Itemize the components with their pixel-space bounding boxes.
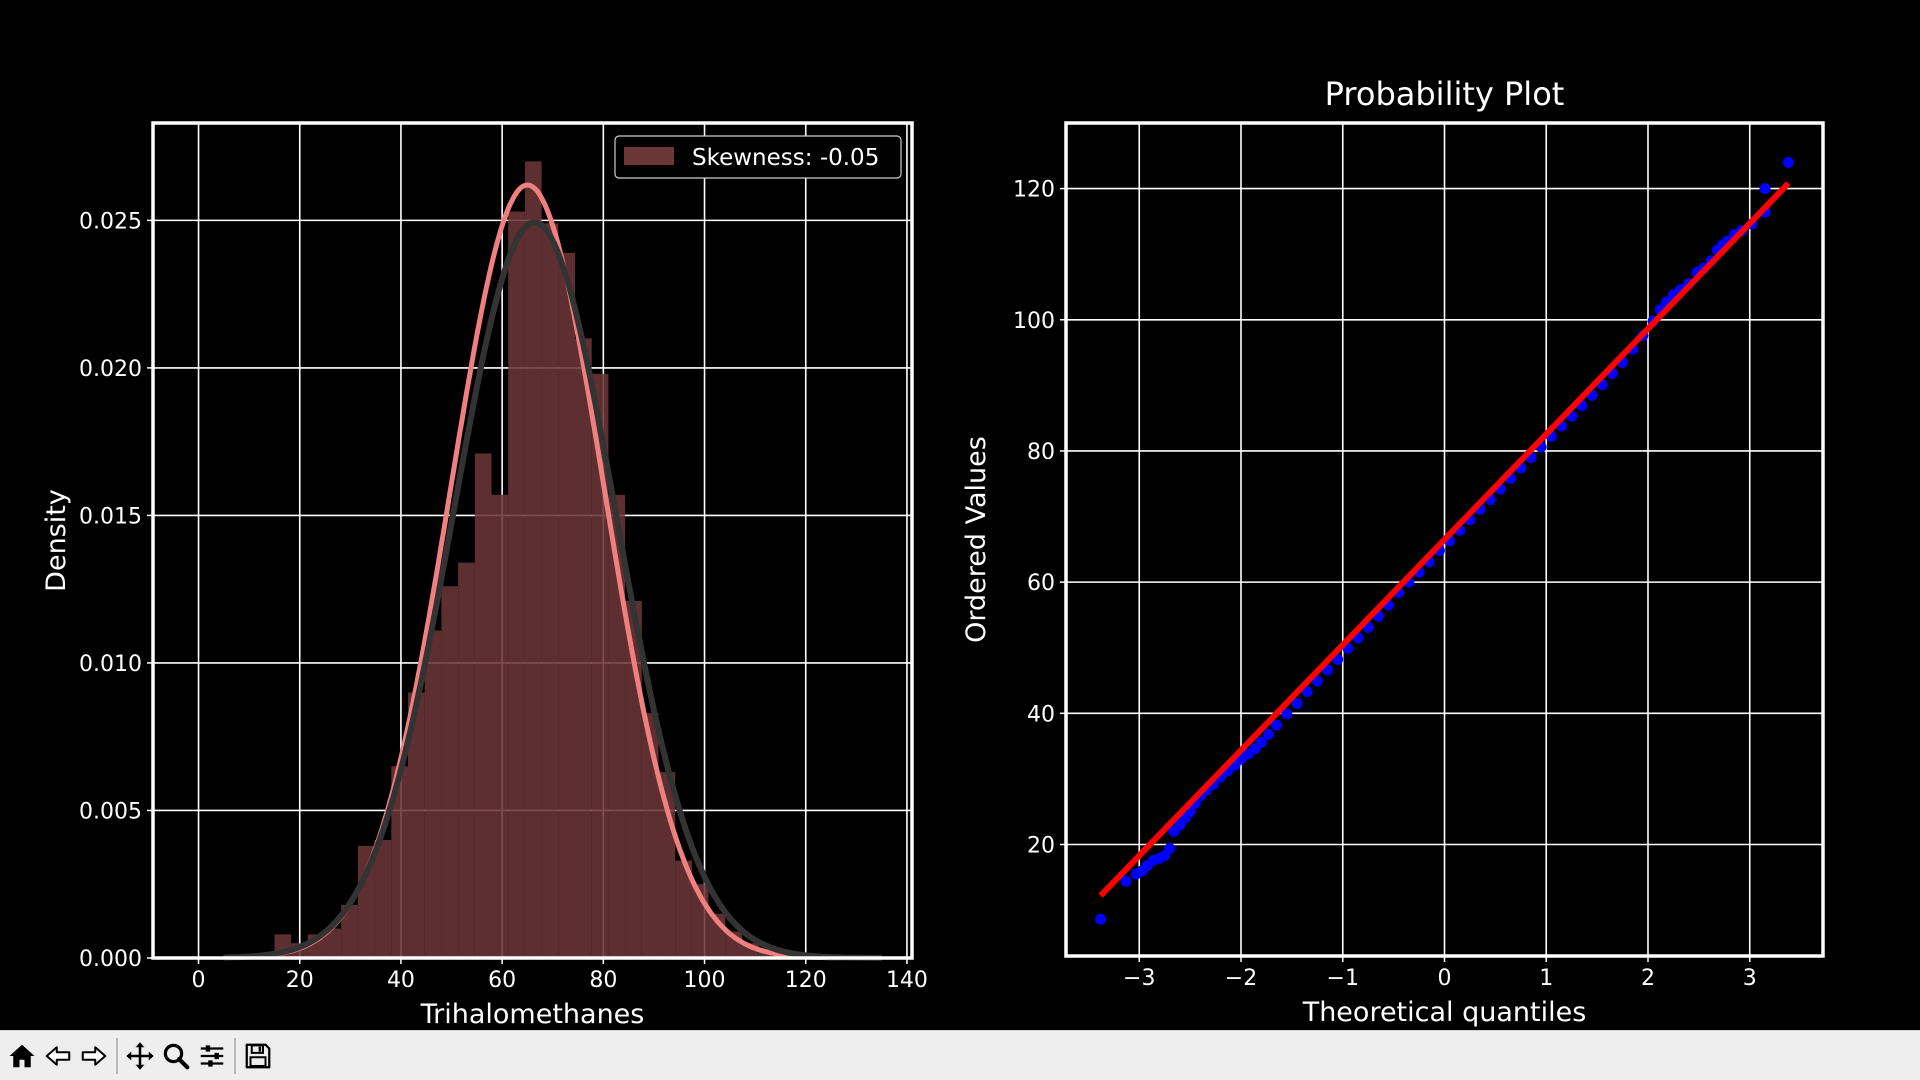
pan-button[interactable] <box>122 1036 158 1076</box>
data-point <box>1759 183 1771 195</box>
navigation-toolbar <box>0 1030 1920 1080</box>
histogram-bar <box>558 252 576 959</box>
y-axis-label: Ordered Values <box>961 436 992 643</box>
histogram-bar <box>508 211 525 959</box>
y-tick-label: 0.020 <box>79 357 142 382</box>
home-button[interactable] <box>4 1036 40 1076</box>
histogram-bar <box>458 562 475 958</box>
magnifier-icon <box>163 1043 190 1069</box>
toolbar-separator <box>116 1037 118 1074</box>
chart-title: Probability Plot <box>1325 75 1565 113</box>
toolbar-separator <box>234 1037 236 1074</box>
probability-plot-chart: −3 −2 −1 0 1 2 3 20 40 60 80 100 120 Theoretical quan… <box>961 75 1825 1028</box>
data-point <box>1291 697 1303 709</box>
histogram-bar <box>391 766 409 958</box>
x-tick-label: 40 <box>387 968 415 993</box>
x-tick-label: 3 <box>1743 966 1757 991</box>
x-tick-label: −1 <box>1327 966 1359 991</box>
histogram-bar <box>324 928 342 958</box>
y-tick-label: 100 <box>1013 309 1055 334</box>
x-tick-label: 80 <box>589 968 617 993</box>
histogram-chart: 0 20 40 60 80 100 120 140 0.000 0.005 0.010 0.015 0.… <box>41 121 928 1030</box>
x-tick-label: 0 <box>1438 966 1452 991</box>
floppy-disk-icon <box>245 1043 271 1068</box>
histogram-bar <box>575 338 592 959</box>
figure-svg: 0 20 40 60 80 100 120 1400.0000.0050.0100.0150.… <box>41 75 1825 1030</box>
x-tick-label: 2 <box>1641 966 1655 991</box>
y-axis-label: Density <box>41 489 72 592</box>
histogram-bar <box>524 161 542 959</box>
save-button[interactable] <box>240 1036 276 1076</box>
data-point <box>1120 875 1132 887</box>
histogram-bar <box>675 860 692 958</box>
back-button[interactable] <box>40 1036 76 1076</box>
histogram-bar <box>474 453 492 958</box>
data-point <box>1311 675 1323 687</box>
histogram-bar <box>374 839 392 958</box>
data-point <box>1255 736 1267 748</box>
histogram-bar <box>424 630 442 958</box>
histogram-bar <box>441 586 459 958</box>
zoom-button[interactable] <box>158 1036 194 1076</box>
histogram-bar <box>357 845 375 958</box>
legend-label: Skewness: -0.05 <box>692 145 879 171</box>
histogram-bar <box>491 494 509 958</box>
y-tick-label: 120 <box>1013 178 1055 203</box>
y-tick-label: 0.025 <box>79 209 142 234</box>
x-tick-label: 60 <box>488 968 516 993</box>
data-point <box>1262 728 1274 740</box>
fit-line <box>1098 181 1791 898</box>
y-tick-label: 80 <box>1027 440 1055 465</box>
histogram-bar <box>408 692 425 958</box>
y-tick-label: 0.000 <box>79 947 142 972</box>
x-tick-label: 0 <box>192 968 206 993</box>
x-axis-label: Trihalomethanes <box>420 999 645 1030</box>
x-tick-label: 1 <box>1539 966 1553 991</box>
x-tick-label: −2 <box>1225 966 1257 991</box>
configure-subplots-button[interactable] <box>194 1036 230 1076</box>
legend-swatch <box>624 147 674 165</box>
home-icon <box>9 1044 35 1067</box>
legend: Skewness: -0.05 <box>614 135 902 179</box>
normal-fit-curve <box>223 219 882 961</box>
x-tick-label: 120 <box>785 968 827 993</box>
legend-box <box>614 135 902 179</box>
sliders-icon <box>200 1044 224 1067</box>
data-point <box>1281 708 1293 720</box>
y-tick-label: 0.015 <box>79 504 142 529</box>
move-icon <box>126 1041 154 1070</box>
axes-frame <box>151 121 914 960</box>
y-tick-label: 20 <box>1027 833 1055 858</box>
data-point <box>1271 719 1283 731</box>
data-point <box>1095 913 1107 925</box>
histogram-bar <box>591 373 609 958</box>
forward-button[interactable] <box>76 1036 112 1076</box>
y-tick-label: 0.005 <box>79 799 142 824</box>
data-point <box>1782 156 1794 168</box>
histogram-bar <box>608 494 626 958</box>
arrow-left-icon <box>45 1045 71 1066</box>
data-point <box>1301 686 1313 698</box>
x-tick-label: 20 <box>286 968 314 993</box>
arrow-right-icon <box>81 1045 107 1066</box>
histogram-bar <box>541 223 559 959</box>
figure-canvas: 0 20 40 60 80 100 120 140 0.000 0.005 0.010 0.015 0.… <box>41 75 1825 1030</box>
y-tick-label: 60 <box>1027 571 1055 596</box>
y-tick-label: 0.010 <box>79 652 142 677</box>
data-point <box>1164 842 1176 854</box>
x-axis-label: Theoretical quantiles <box>1302 997 1587 1028</box>
x-tick-label: 140 <box>886 968 928 993</box>
x-tick-label: −3 <box>1123 966 1155 991</box>
x-tick-label: 100 <box>684 968 726 993</box>
y-tick-label: 40 <box>1027 702 1055 727</box>
histogram-bar <box>341 904 358 958</box>
histogram-bar <box>641 713 659 958</box>
